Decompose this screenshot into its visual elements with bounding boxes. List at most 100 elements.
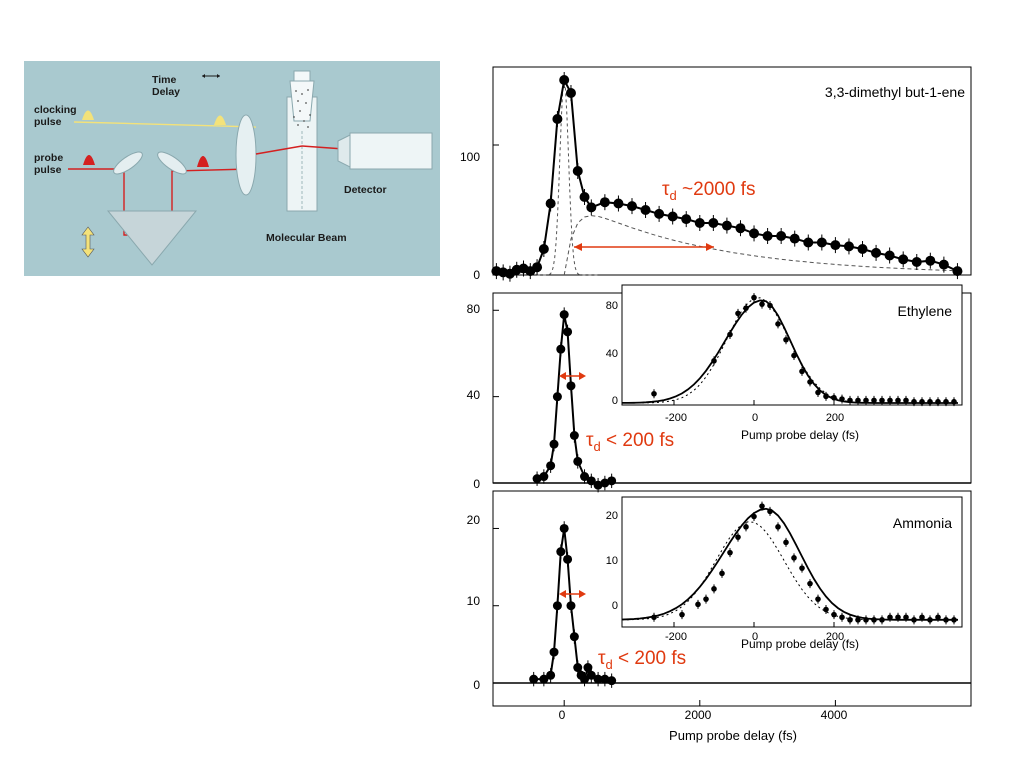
data-point (703, 596, 709, 602)
data-point (727, 549, 733, 556)
inset-x-tick-label: 0 (752, 412, 758, 424)
data-point (791, 352, 797, 359)
data-point (719, 570, 725, 577)
probe-pulse-shape-2 (197, 156, 209, 167)
data-point (871, 247, 882, 258)
data-point (830, 240, 841, 251)
inset-fit-curve (622, 299, 958, 404)
data-point (895, 397, 901, 404)
inset-y-tick-label: 40 (606, 348, 618, 360)
inset-x-tick-label: -200 (665, 412, 687, 424)
panel-top: 100 0 3,3-dimethyl but-1-ene τd ~2000 fs (460, 66, 972, 282)
probe-pulse-label-1: probe (34, 152, 63, 164)
molecule-dots (293, 89, 311, 128)
tau-arrowheads-middle (559, 372, 586, 380)
inset-ethylene-y-axis: 80 40 0 (606, 300, 618, 407)
data-point (586, 670, 596, 680)
probe-pulse-shape-1 (83, 155, 95, 165)
data-point (839, 614, 845, 621)
data-point (573, 663, 583, 673)
focused-probe-beam (255, 145, 303, 155)
data-point (559, 523, 569, 533)
inset-x-tick-label: 200 (826, 631, 844, 643)
detector-body (349, 132, 433, 170)
x-tick-label: 0 (559, 708, 566, 722)
inset-x-tick-label: 0 (752, 631, 758, 643)
panel-top-title: 3,3-dimethyl but-1-ene (825, 84, 965, 100)
data-point (695, 601, 701, 608)
inset-ethylene-x-axis: -200 0 200 (665, 412, 844, 424)
data-point (586, 476, 596, 486)
data-point (566, 601, 576, 611)
data-point (803, 237, 814, 248)
data-point (556, 547, 566, 557)
data-point (935, 614, 941, 621)
data-point (871, 397, 877, 404)
data-point (807, 580, 813, 587)
clocking-pulse-shape-2 (214, 115, 226, 125)
data-point (679, 611, 685, 618)
data-point (559, 310, 569, 320)
data-point (776, 231, 787, 241)
data-point (791, 555, 797, 561)
panel-middle: 80 40 0 τd < 200 fs Ethylene 80 40 0 -20… (467, 284, 972, 493)
inset-x-tick-label: -200 (665, 631, 687, 643)
data-point (539, 674, 549, 684)
molecular-beam-label: Molecular Beam (266, 232, 347, 244)
decay-component-curve (563, 215, 958, 276)
data-point (711, 586, 717, 592)
tau-symbol: τ (598, 648, 606, 669)
inset-fit-curve (621, 507, 958, 621)
panel-bottom: 20 10 0 0 2000 4000 Pump probe delay (fs… (467, 490, 972, 743)
y-tick-label: 0 (473, 268, 480, 282)
data-point (569, 632, 579, 642)
inset-y-tick-label: 0 (612, 395, 618, 407)
inset-ethylene-marks (622, 293, 958, 407)
panel-bottom-frame (492, 490, 972, 707)
time-delay-label-1: Time (152, 74, 176, 86)
data-point (572, 166, 583, 176)
data-point (799, 368, 805, 375)
panel-top-frame (492, 66, 972, 276)
data-point (708, 218, 719, 228)
tau-subscript: d (594, 439, 601, 454)
panel-bottom-x-axis: 0 2000 4000 (559, 708, 848, 722)
data-point (599, 197, 610, 208)
tau-symbol: τ (662, 179, 670, 200)
data-point (600, 674, 610, 684)
tau-arrowheads-bottom (559, 590, 586, 598)
data-point (556, 344, 566, 354)
data-point (651, 390, 657, 397)
clocking-pulse-label-1: clocking (34, 104, 77, 116)
data-point (721, 220, 732, 231)
data-point (925, 255, 936, 266)
data-point (799, 565, 805, 571)
data-point (539, 472, 549, 482)
data-point (898, 254, 909, 265)
clocking-pulse-label-2: pulse (34, 116, 62, 128)
tau-subscript: d (606, 657, 613, 672)
data-point (735, 534, 741, 540)
data-point (583, 663, 593, 673)
clocking-pulse-shape-1 (82, 110, 94, 120)
data-point (573, 456, 583, 466)
data-point (735, 223, 746, 234)
time-delay-label-2: Delay (152, 86, 180, 98)
data-point (566, 381, 576, 391)
y-tick-label: 0 (473, 678, 480, 692)
mirror-left (113, 151, 143, 175)
data-point (751, 294, 757, 301)
inset-ammonia-x-axis: -200 0 200 (665, 631, 844, 643)
y-tick-label: 20 (467, 513, 481, 527)
data-point (552, 114, 563, 124)
data-point (552, 392, 562, 402)
data-point (884, 250, 895, 261)
inset-ammonia-xlabel: Pump probe delay (fs) (741, 637, 859, 651)
data-point (775, 524, 781, 530)
data-point (903, 397, 909, 404)
data-point (952, 266, 963, 277)
data-point (549, 439, 559, 449)
tau-annotation-middle: τd < 200 fs (586, 430, 674, 454)
data-point (815, 596, 821, 602)
data-point (762, 231, 773, 241)
